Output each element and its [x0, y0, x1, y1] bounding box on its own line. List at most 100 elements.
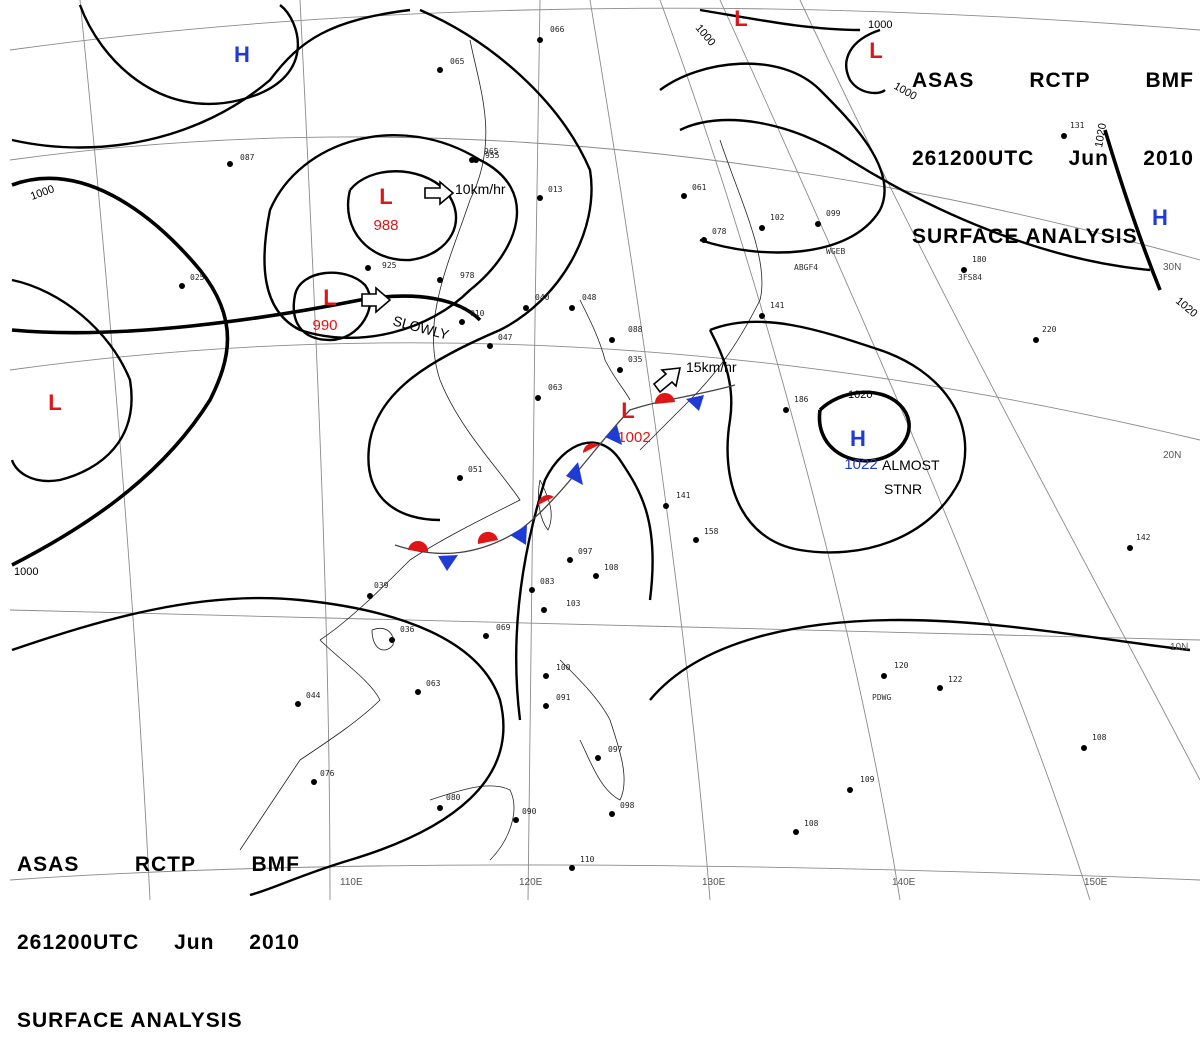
isobar-east-japan — [679, 118, 1151, 272]
station-pressure-value: 087 — [240, 153, 255, 162]
station-marker — [415, 689, 421, 695]
arrow-icon — [652, 367, 682, 394]
station-marker — [783, 407, 789, 413]
station-pressure-value: 141 — [676, 491, 691, 500]
isobar-north-2 — [11, 8, 411, 149]
motion-arrows — [361, 180, 682, 394]
isobar-west-low-ring — [10, 278, 133, 483]
isobar-label: 1000 — [14, 566, 38, 578]
coastlines — [239, 39, 763, 861]
station-pressure-value: 039 — [374, 581, 389, 590]
low-pressure-symbol: L — [323, 285, 336, 310]
meridian-140e — [659, 0, 901, 900]
station-pressure-value: 097 — [608, 745, 623, 754]
station-markers — [179, 37, 1133, 871]
low-pressure-symbol: L — [621, 398, 634, 423]
warm-front-scallop — [477, 531, 498, 544]
station-pressure-value: 065 — [450, 57, 465, 66]
station-marker — [593, 573, 599, 579]
station-pressure-value: 158 — [704, 527, 719, 536]
motion-label: STNR — [884, 481, 922, 497]
header-product: ASAS — [17, 853, 80, 876]
station-marker — [663, 503, 669, 509]
station-pressure-value: 186 — [794, 395, 809, 404]
station-pressure-value: 110 — [580, 855, 595, 864]
station-pressure-value: 091 — [556, 693, 571, 702]
arrow-icon — [424, 180, 455, 206]
station-pressure-value: 035 — [628, 355, 643, 364]
station-pressure-value: 108 — [604, 563, 619, 572]
station-pressure-value: 013 — [548, 185, 563, 194]
cold-front-triangle — [686, 395, 704, 411]
motion-label: SLOWLY — [391, 312, 451, 342]
pressure-system-layer: H L 988 L 990 L L 1002 L H H 1022 L — [48, 6, 1168, 473]
station-value-layer: 066 955 925 978 040 048 088 063 051 039 036 063 044 0… — [190, 25, 1151, 864]
header-product: ASAS — [912, 69, 975, 92]
station-marker — [595, 755, 601, 761]
station-marker — [543, 673, 549, 679]
central-pressure: 1002 — [617, 429, 650, 446]
header-year: 2010 — [249, 931, 300, 954]
station-marker — [437, 805, 443, 811]
station-marker — [523, 305, 529, 311]
isobar-label: 1020 — [1173, 295, 1199, 320]
isobar-label: 1000 — [29, 183, 56, 203]
station-marker — [227, 161, 233, 167]
station-pressure-value: 010 — [470, 309, 485, 318]
coast-korea — [579, 299, 631, 401]
station-pressure-value: 108 — [804, 819, 819, 828]
isobar-label: 1020 — [1093, 122, 1109, 148]
parallel-0 — [9, 864, 1200, 881]
low-pressure-symbol: L — [869, 38, 882, 63]
station-pressure-value: 061 — [692, 183, 707, 192]
station-pressure-value: 025 — [190, 273, 205, 282]
station-pressure-value: 103 — [566, 599, 581, 608]
cold-front-triangle — [566, 462, 583, 485]
graticule-label: 10N — [1170, 642, 1188, 653]
station-marker — [569, 865, 575, 871]
parallel-20n — [9, 342, 1200, 441]
station-pressure-value: 142 — [1136, 533, 1151, 542]
station-marker — [457, 475, 463, 481]
parallel-30n — [9, 136, 1200, 261]
arrow-icon — [361, 286, 392, 314]
coast-hainan — [371, 628, 394, 651]
warm-front-scallop — [583, 443, 599, 453]
isobar-sea-japan — [659, 62, 886, 254]
station-marker — [389, 637, 395, 643]
station-pressure-value: 220 — [1042, 325, 1057, 334]
high-pressure-symbol: H — [234, 42, 250, 67]
ship-id: 3FS84 — [958, 273, 982, 282]
station-marker — [759, 225, 765, 231]
station-pressure-value: 102 — [770, 213, 785, 222]
graticule-label: 120E — [519, 877, 543, 888]
isobar-low-990 — [292, 271, 372, 342]
meridian-130e — [589, 0, 711, 900]
station-marker — [459, 319, 465, 325]
graticule-label: 150E — [1084, 877, 1108, 888]
cold-front-triangle — [438, 555, 458, 571]
warm-front-scallop — [408, 540, 429, 552]
station-pressure-value: 066 — [550, 25, 565, 34]
station-marker — [487, 343, 493, 349]
header-station: RCTP — [1029, 69, 1091, 92]
station-marker — [529, 587, 535, 593]
station-marker — [537, 37, 543, 43]
header-year: 2010 — [1143, 147, 1194, 170]
station-marker — [693, 537, 699, 543]
ship-id: ABGF4 — [794, 263, 818, 272]
station-pressure-value: 047 — [498, 333, 513, 342]
station-marker — [1033, 337, 1039, 343]
coast-philippines — [559, 659, 625, 801]
station-marker — [541, 607, 547, 613]
cold-front-triangle — [605, 425, 622, 445]
high-pressure-symbol: H — [850, 426, 866, 451]
station-marker — [295, 701, 301, 707]
station-marker — [1061, 133, 1067, 139]
station-pressure-value: 040 — [535, 293, 550, 302]
station-pressure-value: 063 — [548, 383, 563, 392]
station-marker — [881, 673, 887, 679]
station-pressure-value: 063 — [426, 679, 441, 688]
meridian-120e — [527, 0, 541, 900]
cold-front-triangle — [510, 525, 527, 545]
